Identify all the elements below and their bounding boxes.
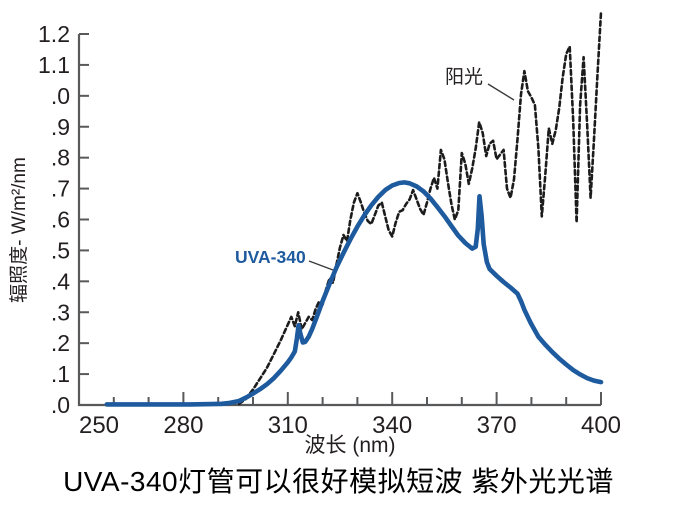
- y-tick-label: .3: [51, 299, 70, 325]
- x-tick-label: 280: [163, 412, 203, 439]
- y-tick-label: .2: [51, 330, 70, 356]
- y-tick-label: 1.2: [38, 21, 70, 47]
- y-tick-label: .4: [51, 268, 70, 294]
- x-tick-label: 310: [268, 412, 308, 439]
- figure-caption: UVA-340灯管可以很好模拟短波 紫外光光谱: [63, 466, 614, 497]
- series-line-sunlight: [237, 11, 603, 406]
- y-axis-title: 辐照度- W/m²/nm: [8, 157, 30, 303]
- annotation-leader-0: [487, 83, 515, 101]
- y-tick-label: .5: [51, 237, 70, 263]
- y-tick-label: .6: [51, 207, 70, 233]
- x-tick-label: 370: [477, 412, 517, 439]
- y-tick-label: .8: [51, 145, 70, 171]
- x-tick-label: 250: [79, 412, 119, 439]
- x-tick-label: 400: [581, 412, 621, 439]
- x-tick-label: 340: [372, 412, 412, 439]
- y-tick-label: .7: [51, 176, 70, 202]
- annotation-label-1: UVA-340: [235, 247, 306, 267]
- annotation-leader-1: [308, 260, 334, 271]
- series-line-uva340: [104, 180, 604, 407]
- y-tick-label: .0: [51, 392, 70, 418]
- x-axis-title: 波长 (nm): [305, 434, 396, 457]
- annotation-label-0: 阳光: [445, 66, 483, 88]
- y-tick-label: .9: [51, 114, 70, 140]
- spectrum-chart: 250 280 310 340 370 400 .0 .1 .2 .3 .4 .5 .6 .7 .8 .9 .0…: [8, 11, 621, 457]
- y-tick-label: 1.1: [38, 52, 70, 78]
- y-tick-label: .1: [51, 361, 70, 387]
- y-tick-label: .0: [51, 83, 70, 109]
